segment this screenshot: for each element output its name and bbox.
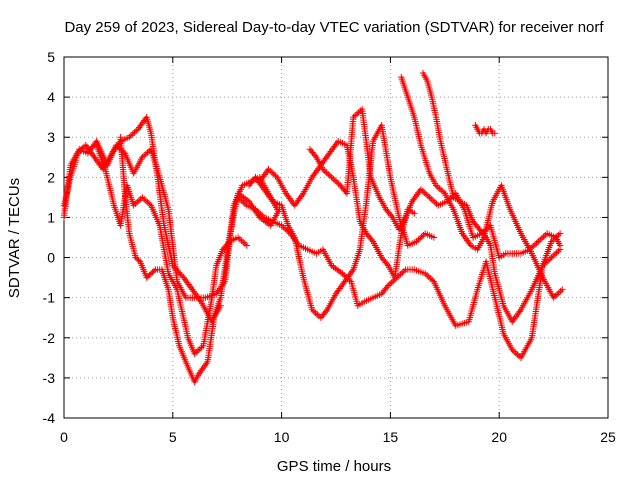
y-tick-label: -2 — [43, 330, 56, 346]
series-layer — [60, 69, 566, 386]
y-tick-label: 1 — [47, 209, 55, 225]
x-tick-label: 10 — [274, 429, 290, 445]
x-tick-label: 25 — [600, 429, 616, 445]
series-markers — [117, 134, 224, 386]
series-track-4 — [117, 134, 224, 386]
series-markers — [419, 69, 564, 325]
y-tick-label: -4 — [43, 410, 56, 426]
chart-title: Day 259 of 2023, Sidereal Day-to-day VTE… — [64, 19, 604, 36]
y-tick-label: 5 — [47, 49, 55, 65]
series-markers — [306, 105, 564, 261]
series-markers — [472, 122, 498, 137]
series-track-7 — [256, 138, 418, 281]
y-tick-label: 3 — [47, 129, 55, 145]
plot-frame — [63, 56, 609, 419]
y-tick-label: -3 — [43, 370, 56, 386]
ticks: 0 5 10 15 20 25 -4 -3 -2 -1 0 1 2 3 4 5 — [43, 49, 616, 445]
series-track-11 — [472, 122, 498, 137]
x-tick-label: 20 — [491, 429, 507, 445]
x-tick-label: 0 — [60, 429, 68, 445]
y-tick-label: 2 — [47, 169, 55, 185]
series-track-8 — [306, 105, 564, 261]
y-tick-label: -1 — [43, 290, 56, 306]
series-track-2 — [60, 138, 281, 301]
y-tick-label: 4 — [47, 89, 55, 105]
y-tick-label: 0 — [47, 250, 55, 266]
x-axis-title: GPS time / hours — [277, 458, 391, 475]
series-track-10 — [419, 69, 564, 325]
series-markers — [245, 122, 438, 321]
series-markers — [60, 138, 281, 301]
series-track-3 — [93, 142, 250, 357]
series-markers — [93, 142, 250, 357]
x-tick-label: 15 — [383, 429, 399, 445]
x-tick-label: 5 — [169, 429, 177, 445]
series-track-6 — [245, 122, 438, 321]
y-axis-title: SDTVAR / TECUs — [6, 178, 23, 298]
